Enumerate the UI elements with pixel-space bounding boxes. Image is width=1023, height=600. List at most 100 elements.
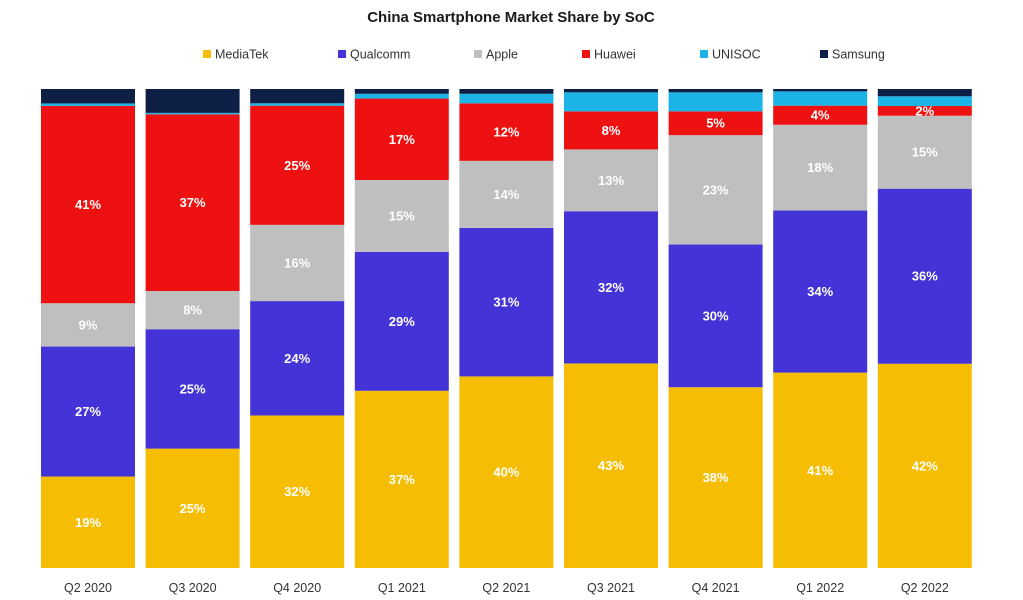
bar-segment-samsung-q4-2021 — [668, 89, 763, 93]
legend-label-apple: Apple — [486, 48, 518, 62]
bar-group-q4-2020: 32% 24% 16% 25% — [250, 89, 345, 568]
bar-segment-apple-q3-2021 — [564, 149, 658, 212]
bar-segment-apple-q2-2021 — [459, 160, 554, 228]
data-label-mediatek-q4-2021: 38% — [703, 470, 729, 485]
data-label-huawei-q1-2022: 4% — [811, 108, 830, 123]
bar-segment-huawei-q3-2020 — [145, 114, 240, 292]
bar-group-q3-2020: 25% 25% 8% 37% — [145, 89, 240, 568]
data-label-huawei-q4-2020: 25% — [284, 158, 310, 173]
data-label-huawei-q2-2020: 41% — [75, 197, 101, 212]
bar-segment-unisoc-q2-2021 — [459, 93, 554, 104]
data-label-mediatek-q1-2022: 41% — [807, 463, 833, 478]
legend-label-samsung: Samsung — [832, 48, 885, 62]
bar-segment-mediatek-q2-2020 — [41, 476, 135, 568]
legend-label-huawei: Huawei — [594, 48, 636, 62]
bar-group-q2-2020: 19% 27% 9% 41% — [41, 89, 135, 568]
legend-swatch-mediatek — [203, 50, 211, 58]
x-tick-label-q1-2021: Q1 2021 — [378, 581, 426, 595]
bar-segment-huawei-q4-2020 — [250, 105, 345, 225]
data-label-mediatek-q2-2022: 42% — [912, 458, 938, 473]
bar-segment-qualcomm-q3-2020 — [145, 329, 240, 449]
data-label-mediatek-q2-2020: 19% — [75, 515, 101, 530]
bar-segment-mediatek-q4-2020 — [250, 415, 345, 568]
bar-segment-unisoc-q1-2021 — [354, 93, 449, 99]
data-label-mediatek-q4-2020: 32% — [284, 484, 310, 499]
data-label-qualcomm-q1-2021: 29% — [389, 314, 415, 329]
bar-segment-samsung-q2-2020 — [41, 89, 135, 104]
bar-segment-qualcomm-q2-2021 — [459, 227, 554, 377]
bar-group-q3-2021: 43% 32% 13% 8% — [564, 89, 658, 568]
bar-group-q4-2021: 38% 30% 23% 5% — [668, 89, 763, 568]
bar-segment-apple-q4-2020 — [250, 224, 345, 302]
x-tick-label-q1-2022: Q1 2022 — [796, 581, 844, 595]
data-label-huawei-q2-2021: 12% — [493, 125, 519, 140]
data-label-qualcomm-q2-2020: 27% — [75, 404, 101, 419]
x-axis: Q2 2020 Q3 2020 Q4 2020 Q1 2021 Q2 2021 Q3 20… — [64, 581, 949, 595]
bar-segment-huawei-q1-2021 — [354, 98, 449, 181]
bar-segment-samsung-q2-2021 — [459, 89, 554, 94]
bar-segment-unisoc-q4-2021 — [668, 92, 763, 112]
bar-segment-apple-q1-2021 — [354, 180, 449, 252]
bar-segment-apple-q2-2020 — [41, 303, 135, 347]
bar-segment-mediatek-q1-2021 — [354, 390, 449, 568]
data-label-apple-q2-2020: 9% — [79, 317, 98, 332]
bar-segment-unisoc-q4-2020 — [250, 103, 345, 106]
data-label-huawei-q3-2021: 8% — [602, 123, 621, 138]
x-tick-label-q2-2022: Q2 2022 — [901, 581, 949, 595]
data-label-mediatek-q3-2021: 43% — [598, 458, 624, 473]
legend-label-mediatek: MediaTek — [215, 48, 269, 62]
legend-label-unisoc: UNISOC — [712, 48, 761, 62]
x-tick-label-q4-2020: Q4 2020 — [273, 581, 321, 595]
data-label-apple-q4-2021: 23% — [703, 182, 729, 197]
bar-segment-huawei-q2-2022 — [877, 106, 972, 116]
bar-segment-samsung-q3-2020 — [145, 89, 240, 113]
bar-segment-samsung-q2-2022 — [877, 89, 972, 97]
data-label-qualcomm-q2-2022: 36% — [912, 269, 938, 284]
bar-segment-samsung-q3-2021 — [564, 89, 658, 93]
data-label-qualcomm-q4-2020: 24% — [284, 351, 310, 366]
x-tick-label-q2-2021: Q2 2021 — [482, 581, 530, 595]
plot-area: 19% 27% 9% 41% 25% 25% 8% 37% 32% 24% 16% 25% 37% 29%… — [41, 89, 972, 568]
bar-group-q1-2022: 41% 34% 18% 4% — [773, 89, 868, 568]
bar-segment-mediatek-q2-2021 — [459, 376, 554, 568]
bar-segment-unisoc-q2-2022 — [877, 96, 972, 107]
bar-segment-qualcomm-q2-2022 — [877, 188, 972, 364]
legend-swatch-apple — [474, 50, 482, 58]
data-label-mediatek-q3-2020: 25% — [180, 501, 206, 516]
x-tick-label-q3-2020: Q3 2020 — [169, 581, 217, 595]
data-label-apple-q1-2022: 18% — [807, 160, 833, 175]
bar-segment-apple-q2-2022 — [877, 115, 972, 189]
bar-segment-qualcomm-q4-2020 — [250, 301, 345, 416]
data-label-mediatek-q2-2021: 40% — [493, 465, 519, 480]
bar-segment-huawei-q2-2020 — [41, 105, 135, 304]
bar-segment-mediatek-q3-2021 — [564, 363, 658, 568]
bar-segment-samsung-q4-2020 — [250, 89, 345, 104]
x-tick-label-q3-2021: Q3 2021 — [587, 581, 635, 595]
bar-segment-samsung-q1-2021 — [354, 89, 449, 94]
bar-group-q2-2021: 40% 31% 14% 12% — [459, 89, 554, 568]
bar-segment-unisoc-q2-2020 — [41, 103, 135, 106]
bar-segment-mediatek-q1-2022 — [773, 372, 868, 568]
bar-segment-qualcomm-q1-2021 — [354, 251, 449, 391]
data-label-mediatek-q1-2021: 37% — [389, 472, 415, 487]
bar-segment-qualcomm-q1-2022 — [773, 210, 868, 373]
data-label-qualcomm-q4-2021: 30% — [703, 308, 729, 323]
data-label-qualcomm-q2-2021: 31% — [493, 295, 519, 310]
data-label-apple-q4-2020: 16% — [284, 255, 310, 270]
bar-segment-apple-q3-2020 — [145, 291, 240, 330]
data-label-huawei-q4-2021: 5% — [706, 116, 725, 131]
legend-label-qualcomm: Qualcomm — [350, 48, 410, 62]
bar-segment-qualcomm-q4-2021 — [668, 244, 763, 388]
data-label-qualcomm-q1-2022: 34% — [807, 284, 833, 299]
bar-segment-qualcomm-q2-2020 — [41, 346, 135, 477]
legend-swatch-huawei — [582, 50, 590, 58]
legend-swatch-unisoc — [700, 50, 708, 58]
x-tick-label-q4-2021: Q4 2021 — [692, 581, 740, 595]
data-label-apple-q1-2021: 15% — [389, 208, 415, 223]
bar-segment-mediatek-q2-2022 — [877, 363, 972, 568]
data-label-qualcomm-q3-2021: 32% — [598, 280, 624, 295]
bar-segment-unisoc-q1-2022 — [773, 91, 868, 106]
bar-segment-mediatek-q3-2020 — [145, 448, 240, 568]
bar-segment-mediatek-q4-2021 — [668, 387, 763, 568]
